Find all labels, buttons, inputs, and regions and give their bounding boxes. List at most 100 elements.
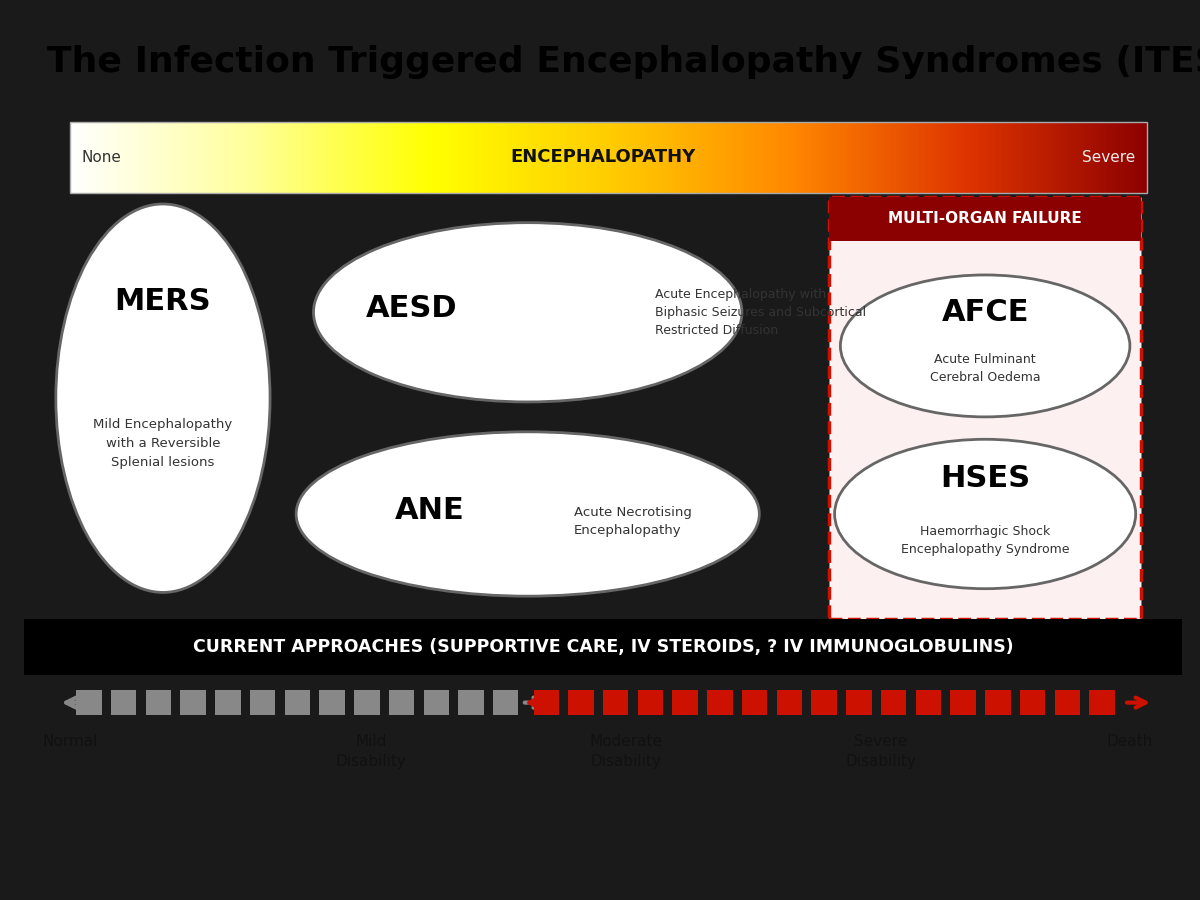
Bar (617, 122, 619, 193)
Bar (452, 122, 455, 193)
Bar (985, 690, 1010, 716)
Bar (164, 122, 167, 193)
Text: AESD: AESD (366, 294, 457, 323)
Bar (703, 122, 706, 193)
Bar (967, 122, 970, 193)
Bar (816, 122, 818, 193)
Bar (742, 690, 768, 716)
Bar (829, 196, 1141, 618)
Bar (188, 122, 192, 193)
Bar (431, 122, 433, 193)
Bar (686, 122, 690, 193)
Bar (972, 122, 974, 193)
Bar (668, 122, 671, 193)
Bar (673, 122, 676, 193)
Bar (829, 122, 833, 193)
Bar (383, 122, 385, 193)
Bar (1093, 122, 1096, 193)
Bar (870, 122, 872, 193)
Bar (1132, 122, 1134, 193)
Bar (340, 122, 342, 193)
Bar (794, 122, 797, 193)
Bar (1123, 122, 1126, 193)
Bar (896, 122, 900, 193)
Bar (502, 122, 504, 193)
Bar (355, 122, 359, 193)
Text: Severe: Severe (1082, 149, 1135, 165)
Text: Acute Fulminant
Cerebral Oedema: Acute Fulminant Cerebral Oedema (930, 353, 1040, 383)
Bar (420, 122, 424, 193)
Bar (472, 122, 474, 193)
Bar (541, 122, 544, 193)
Bar (113, 122, 116, 193)
Bar (886, 122, 889, 193)
Bar (210, 122, 214, 193)
Text: The Infection Triggered Encephalopathy Syndromes (ITES): The Infection Triggered Encephalopathy S… (47, 45, 1200, 79)
Bar (192, 122, 194, 193)
Bar (1054, 122, 1056, 193)
Bar (253, 122, 256, 193)
Bar (1018, 122, 1021, 193)
Bar (552, 122, 554, 193)
Bar (647, 122, 649, 193)
Bar (954, 122, 956, 193)
Bar (948, 122, 950, 193)
Bar (116, 122, 119, 193)
Bar (547, 122, 550, 193)
Bar (396, 122, 398, 193)
Text: Normal: Normal (43, 734, 98, 750)
Bar (319, 690, 344, 716)
Bar (110, 122, 113, 193)
Bar (959, 122, 961, 193)
Bar (110, 690, 137, 716)
Bar (283, 122, 286, 193)
Bar (641, 122, 643, 193)
Bar (558, 122, 560, 193)
Bar (1056, 122, 1058, 193)
Bar (82, 122, 84, 193)
Bar (950, 690, 976, 716)
Bar (924, 122, 926, 193)
Bar (214, 122, 216, 193)
Bar (749, 122, 751, 193)
Bar (215, 690, 240, 716)
Bar (868, 122, 870, 193)
Bar (264, 122, 266, 193)
Bar (205, 122, 208, 193)
Bar (391, 122, 394, 193)
Bar (803, 122, 805, 193)
Bar (350, 122, 353, 193)
Bar (881, 122, 883, 193)
Bar (1002, 122, 1004, 193)
Bar (517, 122, 520, 193)
Bar (1000, 122, 1002, 193)
Bar (426, 122, 428, 193)
Bar (348, 122, 350, 193)
Bar (590, 122, 593, 193)
Bar (474, 122, 476, 193)
Bar (334, 122, 337, 193)
Bar (186, 122, 188, 193)
Bar (344, 122, 348, 193)
Bar (374, 122, 377, 193)
Bar (1090, 690, 1115, 716)
Bar (329, 122, 331, 193)
Bar (574, 122, 576, 193)
Bar (654, 122, 658, 193)
Bar (95, 122, 97, 193)
Bar (797, 122, 800, 193)
Bar (398, 122, 402, 193)
Bar (424, 122, 426, 193)
Bar (846, 690, 871, 716)
Bar (776, 690, 802, 716)
Bar (913, 122, 916, 193)
Bar (848, 122, 851, 193)
Bar (790, 122, 792, 193)
Bar (463, 122, 466, 193)
Bar (1055, 690, 1080, 716)
Bar (245, 122, 248, 193)
Bar (697, 122, 701, 193)
Bar (234, 122, 238, 193)
Bar (943, 122, 946, 193)
Text: None: None (82, 149, 121, 165)
